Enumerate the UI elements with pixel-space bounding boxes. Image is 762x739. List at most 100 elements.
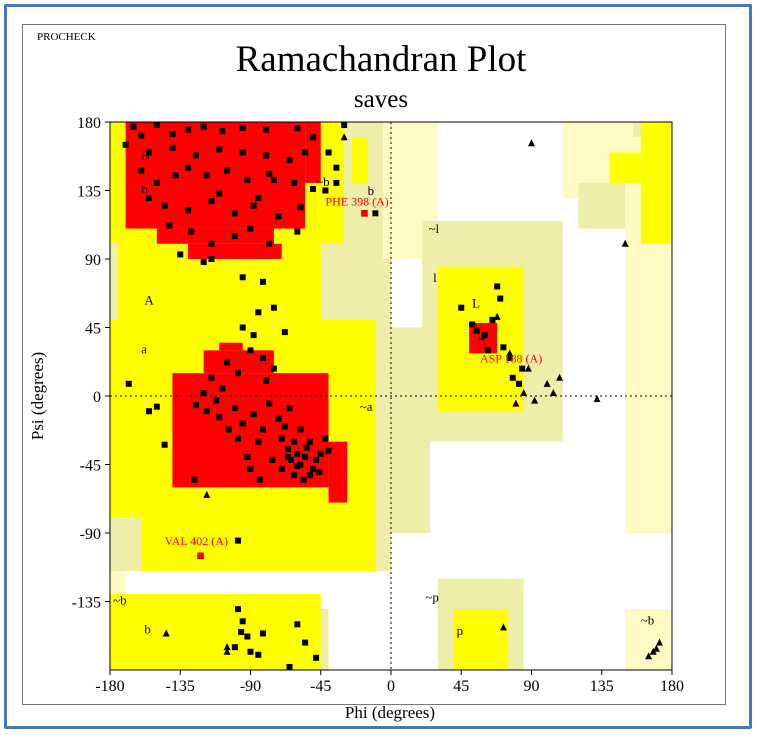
residue-point (481, 332, 488, 339)
residue-point (247, 466, 254, 473)
region-label: A (144, 293, 154, 308)
generous-region (578, 182, 626, 229)
region-label: ~b (113, 593, 127, 608)
residue-point (484, 347, 491, 354)
residue-point (169, 144, 176, 151)
residue-point (185, 164, 192, 171)
x-axis-label: Phi (degrees) (344, 703, 436, 722)
residue-point (122, 141, 129, 148)
outlier-label: ASP 188 (A) (480, 352, 542, 366)
residue-point (244, 453, 251, 460)
allowed-region (640, 122, 672, 244)
residue-point (497, 295, 504, 302)
core-region (203, 350, 274, 374)
glycine-point (645, 652, 653, 660)
residue-point (325, 149, 332, 156)
residue-point (169, 131, 176, 138)
x-tick-label: 90 (524, 678, 540, 695)
residue-point (219, 128, 226, 135)
x-tick-label: -135 (166, 678, 195, 695)
residue-point (203, 408, 210, 415)
residue-point (146, 195, 153, 202)
residue-point (231, 233, 238, 240)
residue-point (294, 228, 301, 235)
residue-point (275, 415, 282, 422)
region-label: L (472, 296, 480, 311)
core-region (188, 243, 282, 259)
residue-point (185, 126, 192, 133)
residue-point (192, 152, 199, 159)
x-tick-label: 0 (387, 678, 395, 695)
glycine-point (543, 379, 551, 387)
outlier-label: PHE 398 (A) (325, 195, 388, 209)
residue-point (192, 402, 199, 409)
residue-point (130, 123, 137, 130)
residue-point (270, 365, 277, 372)
residue-point (294, 463, 301, 470)
residue-point (333, 164, 340, 171)
core-region (125, 122, 306, 229)
region-label: b (368, 183, 375, 198)
residue-point (208, 198, 215, 205)
plot-panel (22, 24, 726, 705)
residue-point (297, 461, 304, 468)
residue-point (239, 149, 246, 156)
residue-point (509, 374, 516, 381)
glycine-point (340, 133, 348, 141)
glycine-point (621, 239, 629, 247)
core-region (469, 322, 498, 354)
residue-point (208, 240, 215, 247)
region-label: b (144, 621, 151, 636)
chart-title: Ramachandran Plot (235, 39, 527, 80)
residue-point (469, 321, 476, 328)
outlier-point (478, 339, 485, 346)
x-tick-label: 45 (453, 678, 469, 695)
residue-point (275, 213, 282, 220)
residue-point (216, 414, 223, 421)
residue-point (303, 444, 310, 451)
outlier-point (197, 552, 204, 560)
residue-point (153, 403, 160, 410)
glycine-point (493, 312, 501, 320)
residue-point (458, 304, 465, 311)
residue-point (200, 259, 207, 266)
residue-point (284, 453, 291, 460)
y-tick-label: -45 (80, 458, 101, 475)
residue-point (266, 400, 273, 407)
residue-point (286, 157, 293, 164)
residue-point (494, 283, 501, 290)
residue-point (255, 309, 262, 316)
residue-point (294, 125, 301, 132)
allowed-region (141, 517, 376, 572)
residue-point (213, 397, 220, 404)
residue-point (191, 476, 198, 483)
glycine-point (223, 647, 231, 655)
residue-point (161, 441, 168, 448)
residue-point (341, 122, 348, 129)
region-label: ~b (641, 612, 655, 627)
glycine-point (528, 139, 535, 147)
x-tick-label: -180 (95, 678, 124, 695)
residue-point (255, 651, 262, 658)
residue-point (291, 472, 298, 479)
residue-point (172, 172, 179, 179)
residue-point (138, 167, 145, 174)
residue-point (297, 426, 304, 433)
residue-point (153, 122, 160, 129)
residue-point (259, 354, 266, 361)
residue-point (519, 365, 526, 372)
residue-point (291, 438, 298, 445)
residue-point (219, 385, 226, 392)
residue-point (270, 176, 277, 183)
glycine-point (223, 643, 231, 651)
residue-point (177, 251, 184, 258)
region-label: a (141, 341, 147, 356)
residue-point (203, 172, 210, 179)
residue-point (125, 380, 132, 387)
region-label: ~p (425, 590, 439, 605)
glycine-point (656, 638, 664, 646)
residue-point (231, 210, 238, 217)
y-tick-label: 45 (85, 321, 101, 338)
residue-point (372, 210, 379, 217)
